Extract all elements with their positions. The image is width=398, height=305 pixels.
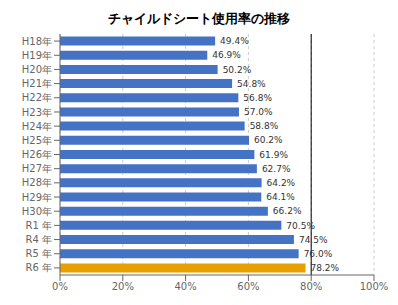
- svg-text:H26年: H26年: [22, 149, 52, 160]
- svg-text:100%: 100%: [360, 281, 389, 292]
- svg-text:0%: 0%: [52, 281, 68, 292]
- svg-text:58.8%: 58.8%: [250, 121, 279, 131]
- svg-text:40%: 40%: [174, 281, 196, 292]
- svg-text:H29年: H29年: [22, 192, 52, 203]
- svg-text:H23年: H23年: [22, 107, 52, 118]
- html-text:チャイルドシート使用率の推移: チャイルドシート使用率の推移: [108, 11, 290, 26]
- svg-text:57.0%: 57.0%: [244, 107, 273, 117]
- svg-text:R1 年: R1 年: [26, 220, 53, 231]
- svg-text:66.2%: 66.2%: [273, 206, 302, 216]
- svg-text:64.1%: 64.1%: [266, 192, 295, 202]
- svg-text:74.5%: 74.5%: [299, 235, 328, 245]
- svg-text:H22年: H22年: [22, 92, 52, 103]
- svg-text:60.2%: 60.2%: [254, 135, 283, 145]
- svg-text:H25年: H25年: [22, 135, 52, 146]
- svg-text:H30年: H30年: [22, 206, 52, 217]
- svg-text:R4 年: R4 年: [26, 234, 53, 245]
- svg-text:49.4%: 49.4%: [220, 36, 249, 46]
- svg-text:H20年: H20年: [22, 64, 52, 75]
- svg-text:70.5%: 70.5%: [286, 221, 315, 231]
- svg-text:R5 年: R5 年: [26, 248, 53, 259]
- svg-text:76.0%: 76.0%: [304, 249, 333, 259]
- svg-text:61.9%: 61.9%: [259, 150, 288, 160]
- svg-text:64.2%: 64.2%: [267, 178, 296, 188]
- svg-text:20%: 20%: [112, 281, 134, 292]
- svg-text:H19年: H19年: [22, 50, 52, 61]
- svg-text:54.8%: 54.8%: [237, 79, 266, 89]
- svg-text:60%: 60%: [237, 281, 259, 292]
- svg-text:62.7%: 62.7%: [262, 164, 291, 174]
- svg-text:H24年: H24年: [22, 121, 52, 132]
- svg-text:46.9%: 46.9%: [212, 50, 241, 60]
- svg-text:H21年: H21年: [22, 78, 52, 89]
- svg-text:56.8%: 56.8%: [243, 93, 272, 103]
- svg-text:80%: 80%: [300, 281, 322, 292]
- svg-text:H18年: H18年: [22, 36, 52, 47]
- svg-text:H27年: H27年: [22, 163, 52, 174]
- svg-text:R6 年: R6 年: [26, 262, 53, 273]
- svg-text:50.2%: 50.2%: [223, 65, 252, 75]
- svg-text:78.2%: 78.2%: [311, 263, 340, 273]
- svg-text:H28年: H28年: [22, 177, 52, 188]
